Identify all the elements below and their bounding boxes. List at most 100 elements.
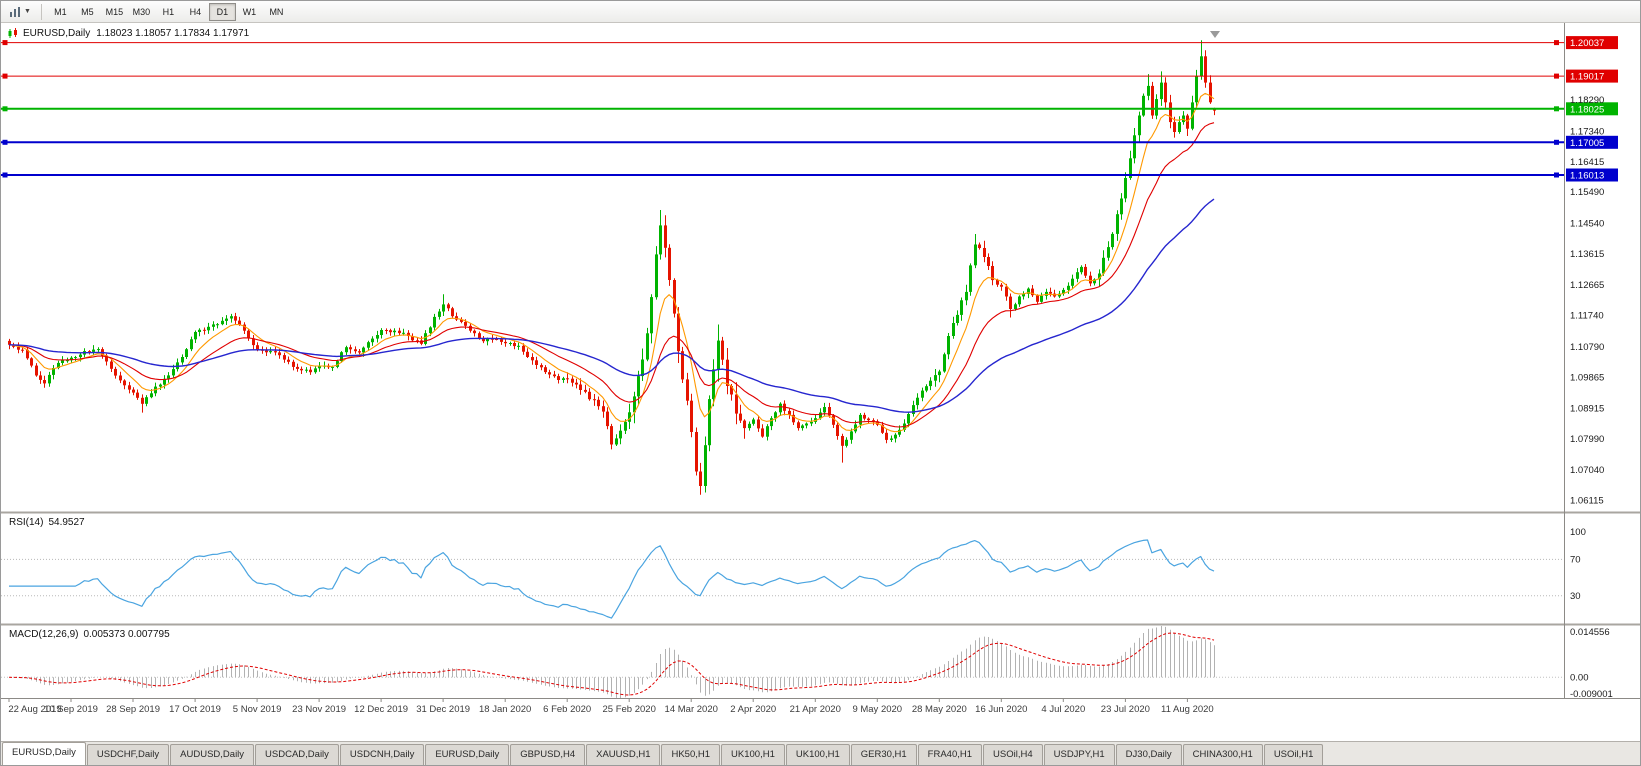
date-label: 28 Sep 2019 [106, 704, 160, 715]
timeframe-button-w1[interactable]: W1 [236, 3, 263, 21]
chart-title: EURUSD,Daily 1.18023 1.18057 1.17834 1.1… [7, 28, 249, 39]
level-handle-right[interactable] [1554, 40, 1559, 46]
price-level-badge-text: 1.16013 [1570, 171, 1604, 182]
level-handle-left[interactable] [2, 139, 8, 145]
chart-symbol-label: EURUSD,Daily [23, 28, 91, 39]
toolbar-separator [40, 3, 42, 20]
level-handle-right[interactable] [1554, 106, 1559, 112]
level-handle-right[interactable] [1554, 73, 1559, 79]
level-handle-right[interactable] [1554, 139, 1559, 145]
bar-chart-icon [10, 6, 20, 17]
price-tick-label: 1.11740 [1570, 311, 1604, 322]
chart-tab-audusd-daily[interactable]: AUDUSD,Daily [170, 744, 255, 765]
level-handle-left[interactable] [2, 106, 8, 112]
macd-label: MACD(12,26,9) 0.005373 0.007795 [9, 629, 170, 640]
date-label: 2 Apr 2020 [730, 704, 776, 715]
price-level-badge-text: 1.20037 [1570, 38, 1604, 49]
rsi-line [9, 539, 1215, 619]
chart-tab-xauusd-h1[interactable]: XAUUSD,H1 [586, 744, 661, 765]
date-label: 6 Feb 2020 [543, 704, 591, 715]
rsi-indicator-value: 54.9527 [48, 517, 85, 528]
timeframe-buttons: M1 M5 M15 M30 H1 H4 D1 W1 MN [47, 2, 290, 21]
date-label: 25 Feb 2020 [603, 704, 656, 715]
chart-periods-button[interactable]: ▼ [4, 3, 36, 21]
timeframe-button-h1[interactable]: H1 [155, 3, 182, 21]
price-level-badge [1566, 102, 1618, 116]
horizontal-levels: 1.20037 1.19017 1.18025 1.17005 1.16013 [1, 36, 1618, 182]
price-level-badge [1566, 168, 1618, 182]
date-label: 5 Nov 2019 [233, 704, 282, 715]
chart-tab-china300-h1[interactable]: CHINA300,H1 [1182, 744, 1263, 765]
chart-tab-ger30-h1[interactable]: GER30,H1 [850, 744, 917, 765]
timeframe-button-h4[interactable]: H4 [182, 3, 209, 21]
rsi-tick-label: 70 [1570, 554, 1581, 565]
price-tick-label: 1.14540 [1570, 218, 1604, 229]
level-handle-left[interactable] [2, 172, 8, 178]
macd-tick-label: 0.00 [1570, 672, 1589, 683]
chart-shift-marker[interactable] [1210, 31, 1220, 38]
level-handle-left[interactable] [2, 73, 8, 79]
chart-tab-usoil-h1[interactable]: USOil,H1 [1263, 744, 1324, 765]
price-tick-label: 1.06115 [1570, 496, 1604, 507]
date-label: 23 Jul 2020 [1101, 704, 1150, 715]
chart-tab-usdjpy-h1[interactable]: USDJPY,H1 [1043, 744, 1115, 765]
chart-tab-hk50-h1[interactable]: HK50,H1 [661, 744, 721, 765]
dropdown-caret-icon: ▼ [24, 8, 31, 15]
date-label: 16 Jun 2020 [975, 704, 1027, 715]
timeframe-button-m5[interactable]: M5 [74, 3, 101, 21]
chart-tab-eurusd-daily[interactable]: EURUSD,Daily [2, 742, 86, 765]
ma-line-ema-slow [8, 198, 1215, 413]
date-label: 10 Sep 2019 [44, 704, 98, 715]
macd-indicator-values: 0.005373 0.007795 [83, 629, 170, 640]
timeframe-button-m15[interactable]: M15 [101, 3, 128, 21]
level-handle-right[interactable] [1554, 172, 1559, 178]
price-tick-label: 1.07990 [1570, 434, 1604, 445]
chart-tab-eurusd-daily[interactable]: EURUSD,Daily [425, 744, 510, 765]
chart-tab-dj30-daily[interactable]: DJ30,Daily [1115, 744, 1182, 765]
price-tick-label: 1.08915 [1570, 404, 1604, 415]
date-label: 18 Jan 2020 [479, 704, 531, 715]
price-level-badge-text: 1.18025 [1570, 104, 1604, 115]
price-level-badge [1566, 69, 1618, 83]
price-axis: 1.18290 1.17340 1.16415 1.15490 1.14540 1.136… [1570, 95, 1604, 507]
price-level-badge-text: 1.17005 [1570, 138, 1604, 149]
date-label: 17 Oct 2019 [169, 704, 221, 715]
date-label: 4 Jul 2020 [1041, 704, 1085, 715]
date-label: 11 Aug 2020 [1161, 704, 1214, 715]
date-label: 14 Mar 2020 [665, 704, 718, 715]
timeframe-button-m30[interactable]: M30 [128, 3, 155, 21]
price-tick-label: 1.15490 [1570, 187, 1604, 198]
rsi-label: RSI(14) 54.9527 [9, 517, 85, 528]
price-tick-label: 1.16415 [1570, 157, 1604, 168]
price-tick-label: 1.10790 [1570, 342, 1604, 353]
price-tick-label: 1.07040 [1570, 465, 1604, 476]
date-label: 21 Apr 2020 [790, 704, 841, 715]
date-label: 22 Aug 2019 [8, 704, 61, 715]
rsi-tick-label: 30 [1570, 591, 1581, 602]
timeframe-button-d1[interactable]: D1 [208, 2, 236, 21]
chart-tab-gbpusd-h4[interactable]: GBPUSD,H4 [510, 744, 586, 765]
chart-tab-fra40-h1[interactable]: FRA40,H1 [917, 744, 983, 765]
chart-tab-usoil-h4[interactable]: USOil,H4 [983, 744, 1043, 765]
timeframe-button-m1[interactable]: M1 [47, 3, 74, 21]
macd-indicator-name: MACD(12,26,9) [9, 629, 79, 640]
macd-histogram [13, 626, 1215, 698]
price-tick-label: 1.18290 [1570, 95, 1604, 106]
macd-tick-label: 0.014556 [1570, 627, 1610, 638]
level-handle-left[interactable] [2, 40, 8, 46]
chart-tab-usdcad-daily[interactable]: USDCAD,Daily [255, 744, 339, 765]
chart-tab-uk100-h1[interactable]: UK100,H1 [721, 744, 785, 765]
chart-canvas[interactable]: 1.20037 1.19017 1.18025 1.17005 1.16013 1.182… [1, 23, 1641, 741]
chart-ohlc-values: 1.18023 1.18057 1.17834 1.17971 [96, 28, 250, 39]
timeframe-button-mn[interactable]: MN [263, 3, 290, 21]
chart-tab-uk100-h1[interactable]: UK100,H1 [785, 744, 850, 765]
date-label: 9 May 2020 [852, 704, 902, 715]
price-level-badge [1566, 135, 1618, 149]
chart-tab-usdcnh-daily[interactable]: USDCNH,Daily [339, 744, 425, 765]
date-label: 28 May 2020 [912, 704, 967, 715]
chart-tab-usdchf-daily[interactable]: USDCHF,Daily [86, 744, 170, 765]
price-level-badge-text: 1.19017 [1570, 72, 1604, 83]
rsi-tick-label: 100 [1570, 527, 1586, 538]
